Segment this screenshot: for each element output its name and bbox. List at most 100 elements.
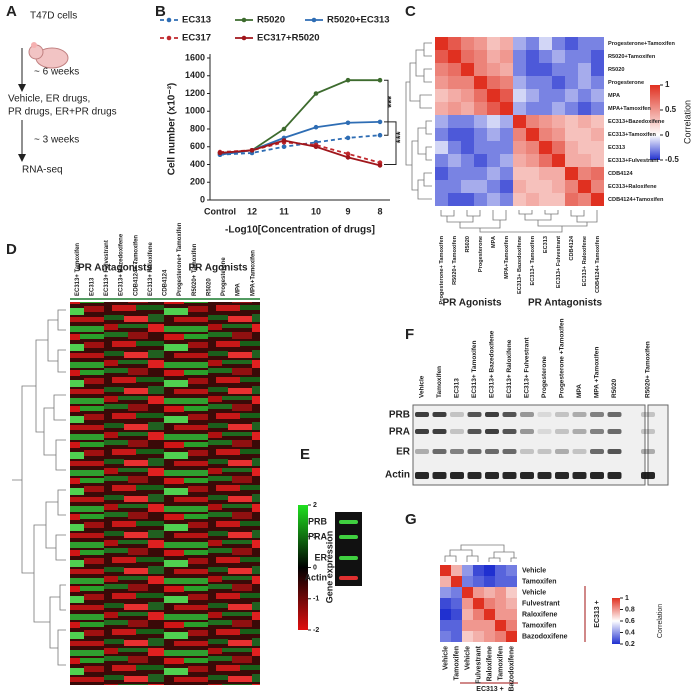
heatmap-cell [513,89,526,102]
heatmap-cell [578,193,591,206]
heatmap-cell [435,154,448,167]
band-label: Actin [385,470,410,481]
heatmap-cell [451,565,462,576]
heatmap-cell [578,63,591,76]
heatmap-cell [591,76,604,89]
band [467,429,482,434]
heatmap-cell [435,89,448,102]
heatmap-cell [495,576,506,587]
heatmap-cell [448,141,461,154]
heatmap-cell [484,587,495,598]
y-tick-label: 800 [190,123,205,133]
heatmap-cell [448,180,461,193]
colorbar [298,505,308,630]
column-label: Vehicle [464,646,471,670]
heatmap-cell [526,76,539,89]
heatmap-cell [552,50,565,63]
column-label: Raloxifene [486,646,493,682]
colorbar-tick-label: 0.8 [625,606,635,613]
heatmap-cell [513,50,526,63]
heatmap-cell [435,180,448,193]
column-label: EC313 [454,378,461,398]
heatmap-cell [513,128,526,141]
band-label: PRB [389,410,410,421]
heatmap-cell [462,631,473,642]
heatmap-cell [578,167,591,180]
data-point [377,132,383,138]
data-point [281,138,287,143]
y-tick-label: 1200 [185,88,205,98]
heatmap-cell [591,167,604,180]
heatmap-cell [565,141,578,154]
colorbar-tick-label: 0.5 [665,105,677,114]
heatmap-cell [513,180,526,193]
heatmap-cell [552,180,565,193]
band [641,429,655,434]
colorbar-tick-label: 0.4 [625,629,635,636]
heatmap-cell [513,115,526,128]
heatmap-cell [462,565,473,576]
heatmap-cell [461,128,474,141]
legend-label: EC317 [182,33,211,44]
heatmap-cell [578,115,591,128]
heatmap-cell [487,63,500,76]
heatmap-cell [591,115,604,128]
group-label: PR Antagonists [78,263,153,274]
blot [647,404,669,486]
heatmap-cell [539,50,552,63]
heatmap-cell [461,154,474,167]
heatmap-cell [484,576,495,587]
heatmap-cell [461,50,474,63]
column-label: Progesterone [478,236,484,272]
heatmap-cell [448,63,461,76]
heatmap-cell [451,598,462,609]
row-label: Fulvestrant [522,600,560,607]
heatmap-cell [513,154,526,167]
heatmap-cell [462,587,473,598]
band-label: Actin [305,572,328,582]
significance: *** [396,131,407,143]
mouse-ear [31,42,37,48]
colorbar-tick-label: 0 [665,130,670,139]
band [485,429,499,434]
heatmap-cell [487,167,500,180]
heatmap-cell [578,141,591,154]
band [520,412,534,417]
column-label: Tamoxifen [436,366,443,398]
band [641,412,655,417]
heatmap-cell [435,37,448,50]
heatmap-cell [440,609,451,620]
band [537,449,552,454]
colorbar-tick-label: -1 [313,596,319,603]
heatmap-cell [565,167,578,180]
data-point [281,126,287,132]
band [339,556,358,560]
heatmap-cell [552,115,565,128]
column-label: R5020 [206,278,212,296]
y-tick-label: 1600 [185,52,205,62]
y-tick-label: 600 [190,141,205,151]
heatmap-cell [526,89,539,102]
heatmap-cell [500,115,513,128]
heatmap-cell [500,37,513,50]
column-label: EC313+ Tamoxifen [75,243,81,296]
band [555,472,569,479]
heatmap-cell [513,102,526,115]
heatmap-cell [461,76,474,89]
band [339,576,358,580]
heatmap-cell [451,631,462,642]
heatmap-cell [565,76,578,89]
column-label: Vehicle [419,375,426,398]
data-point [345,135,351,141]
heatmap-cell [487,115,500,128]
column-label: EC313+ Raloxifene [148,241,154,296]
column-label: EC313 [543,236,549,253]
heatmap-cell [506,620,517,631]
heatmap-cell [591,141,604,154]
row-label: EC313 [608,145,625,151]
sig-bracket [384,79,389,136]
heatmap-cell [461,167,474,180]
heatmap-cell [448,128,461,141]
heatmap-cell [591,37,604,50]
step: ~ 3 weeks [34,135,79,146]
